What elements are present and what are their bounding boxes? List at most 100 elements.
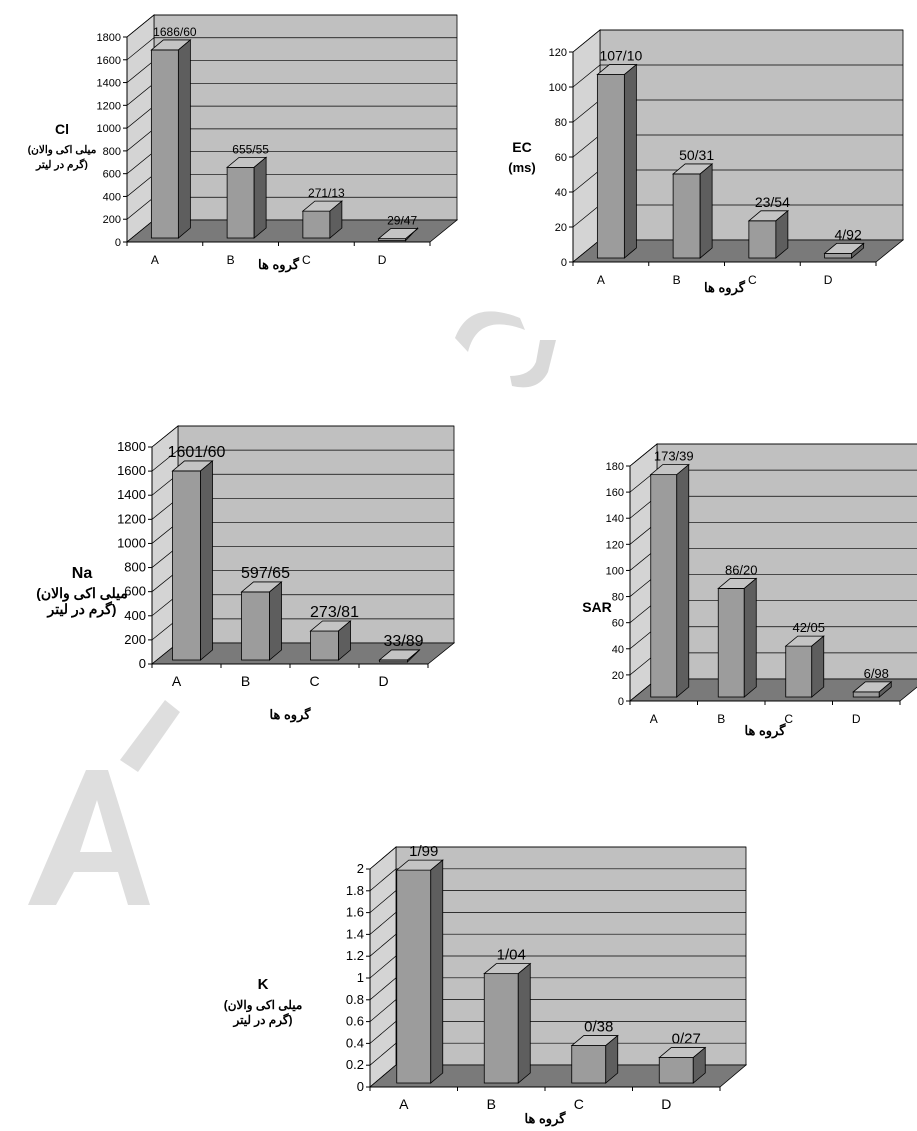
y-tick-label: 1800 bbox=[117, 439, 146, 454]
chart-na: 0 200 400 600 800 1000 1200 1400 1600 1800 1601/60… bbox=[36, 425, 456, 723]
bar-C: 271/13 bbox=[301, 186, 345, 239]
gridline bbox=[369, 933, 746, 957]
x-tick-label: B bbox=[241, 673, 250, 689]
x-axis-title: گروه ها bbox=[745, 722, 787, 739]
bar-value-label: 107/10 bbox=[599, 48, 642, 64]
y-tick-label: 20 bbox=[612, 670, 624, 682]
bar-value-label: 1601/60 bbox=[168, 444, 226, 461]
gridline bbox=[126, 14, 457, 38]
y-tick-label: 600 bbox=[124, 584, 146, 599]
bar-side bbox=[623, 63, 637, 259]
bar-value-label: 1/99 bbox=[409, 843, 438, 860]
y-tick-label: 1.6 bbox=[346, 905, 364, 920]
bar-A: 1601/60 bbox=[168, 444, 226, 661]
y-tick-label: 160 bbox=[606, 487, 624, 499]
y-tick-label: 400 bbox=[103, 191, 121, 203]
gridline bbox=[369, 1021, 746, 1044]
bar-B: 50/31 bbox=[672, 147, 714, 259]
bar-front bbox=[717, 588, 745, 698]
y-axis-title-line: Cl bbox=[55, 121, 69, 137]
bar-value-label: 0/27 bbox=[672, 1031, 701, 1048]
bar-side bbox=[851, 242, 865, 259]
bar-side bbox=[253, 156, 267, 239]
y-tick-label: 60 bbox=[555, 152, 567, 164]
y-tick-label: 1800 bbox=[97, 32, 121, 44]
y-tick-label: 0.6 bbox=[346, 1014, 364, 1029]
bar-value-label: 0/38 bbox=[584, 1019, 613, 1036]
back-wall bbox=[656, 443, 917, 680]
gridline bbox=[126, 37, 457, 61]
y-tick-label: 1400 bbox=[97, 78, 121, 90]
back-wall bbox=[153, 14, 458, 221]
x-tick-label: D bbox=[852, 712, 861, 726]
gridline bbox=[572, 64, 903, 88]
y-tick-label: 0 bbox=[139, 656, 146, 671]
bar-side bbox=[329, 200, 343, 239]
bar-B: 597/65 bbox=[240, 565, 290, 661]
bar-side bbox=[692, 1046, 706, 1084]
y-tick-label: 1600 bbox=[117, 463, 146, 478]
bar-side bbox=[605, 1034, 619, 1084]
bar-value-label: 86/20 bbox=[725, 562, 758, 577]
bar-side bbox=[200, 460, 213, 661]
y-tick-label: 0.2 bbox=[346, 1057, 364, 1072]
bar-side bbox=[811, 635, 825, 698]
x-tick-label: A bbox=[597, 273, 605, 287]
bar-value-label: 42/05 bbox=[792, 620, 825, 635]
bar-front bbox=[658, 1057, 694, 1084]
gridline bbox=[369, 977, 746, 1001]
gridline bbox=[151, 449, 454, 472]
y-tick-label: 140 bbox=[606, 513, 624, 525]
y-axis-title-line: Na bbox=[72, 565, 93, 582]
bar-value-label: 29/47 bbox=[387, 214, 417, 228]
y-tick-label: 1400 bbox=[117, 487, 146, 502]
x-tick-label: A bbox=[650, 712, 658, 726]
bar-D: 33/89 bbox=[378, 633, 424, 663]
x-axis-title: گروه ها bbox=[258, 256, 300, 273]
y-tick-label: 1200 bbox=[97, 100, 121, 112]
x-tick-label: C bbox=[574, 1096, 584, 1112]
y-tick-label: 40 bbox=[555, 187, 567, 199]
x-axis-title: گروه ها bbox=[704, 279, 746, 296]
x-axis-title: گروه ها bbox=[270, 706, 312, 723]
bar-side bbox=[775, 209, 789, 259]
x-tick-label: C bbox=[309, 673, 319, 689]
bar-front bbox=[748, 220, 777, 259]
bar-value-label: 655/55 bbox=[232, 142, 269, 156]
gridline bbox=[369, 912, 746, 935]
x-axis-title: گروه ها bbox=[525, 1110, 567, 1127]
bar-C: 0/38 bbox=[570, 1019, 619, 1084]
bar-value-label: 1686/60 bbox=[153, 25, 197, 39]
x-tick-label: C bbox=[748, 273, 757, 287]
bar-C: 42/05 bbox=[784, 620, 825, 698]
bar-side bbox=[407, 649, 420, 663]
x-tick-label: D bbox=[824, 273, 833, 287]
bar-D: 29/47 bbox=[377, 214, 419, 242]
y-tick-label: 120 bbox=[606, 539, 624, 551]
bar-side bbox=[517, 962, 531, 1084]
x-tick-label: C bbox=[784, 712, 793, 726]
bar-front bbox=[785, 645, 813, 698]
y-tick-label: 120 bbox=[549, 47, 567, 59]
gridline bbox=[369, 868, 746, 892]
bar-front bbox=[396, 869, 432, 1084]
x-tick-label: B bbox=[487, 1096, 496, 1112]
bar-value-label: 6/98 bbox=[864, 666, 889, 681]
y-tick-label: 1000 bbox=[117, 535, 146, 550]
bar-side bbox=[405, 226, 419, 242]
bar-side bbox=[338, 620, 351, 661]
x-tick-label: A bbox=[399, 1096, 409, 1112]
y-tick-label: 400 bbox=[124, 608, 146, 623]
bar-front bbox=[650, 474, 678, 698]
bar-front bbox=[226, 166, 255, 239]
y-tick-label: 180 bbox=[606, 461, 624, 473]
bar-value-label: 597/65 bbox=[241, 565, 290, 582]
y-tick-label: 2 bbox=[357, 861, 364, 876]
chart-cl: 0 200 400 600 800 1000 1200 1400 1600 1800 1686/60… bbox=[28, 14, 459, 273]
bar-B: 655/55 bbox=[226, 142, 269, 239]
bar-front bbox=[172, 470, 201, 661]
bar-front bbox=[241, 591, 270, 661]
bar-value-label: 50/31 bbox=[679, 147, 714, 163]
bar-side bbox=[676, 463, 690, 698]
